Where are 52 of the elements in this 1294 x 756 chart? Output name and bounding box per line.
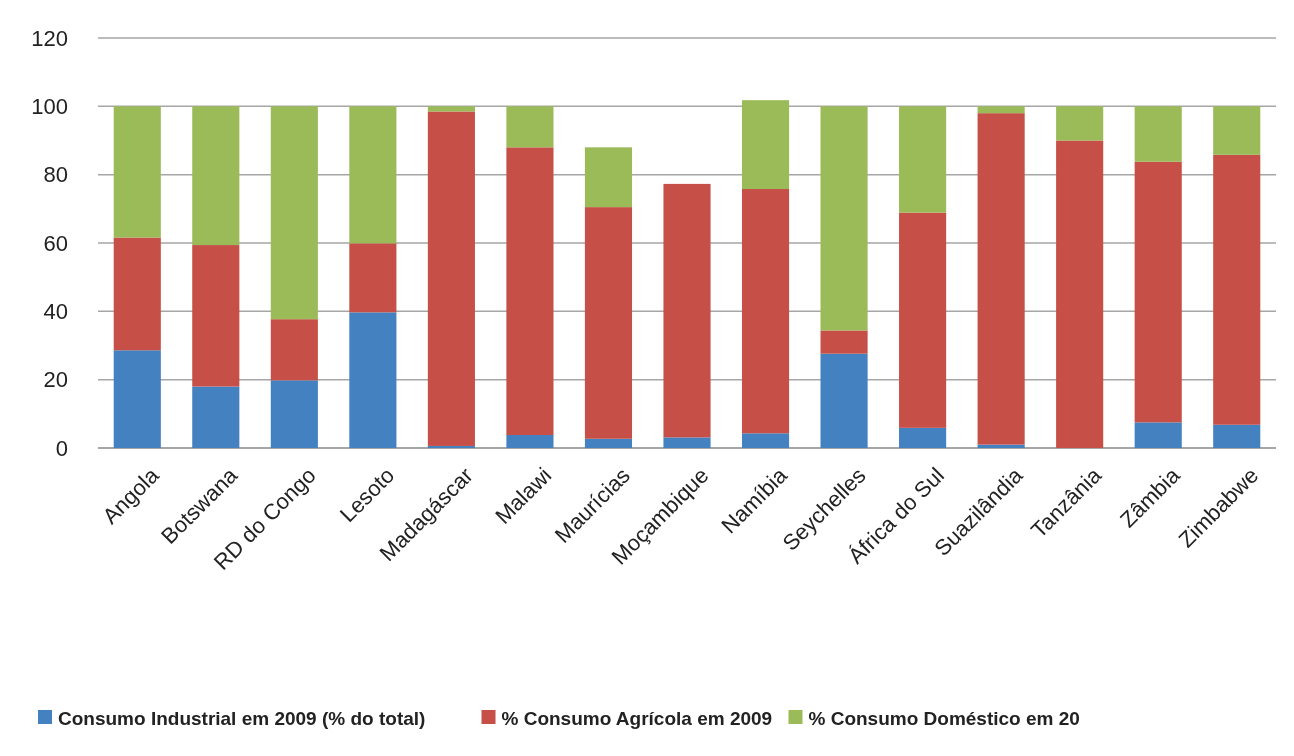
bar (113, 350, 161, 448)
bar (820, 106, 868, 331)
bar (1213, 424, 1261, 448)
bar (192, 245, 240, 387)
bar (977, 113, 1025, 445)
y-tick-label: 100 (31, 94, 68, 120)
bar (113, 237, 161, 351)
bar (1056, 140, 1104, 448)
bar (663, 183, 711, 438)
y-tick-label: 120 (31, 25, 68, 51)
bar (427, 111, 475, 446)
y-tick-label: 80 (43, 162, 68, 188)
bar (820, 330, 868, 354)
bar (584, 147, 633, 208)
bar (741, 100, 790, 190)
legend-label: % Consumo Doméstico em 20 (808, 707, 1080, 729)
bar (349, 312, 397, 448)
bar (741, 433, 790, 448)
bar (1134, 106, 1182, 162)
bar (349, 106, 397, 244)
bar (584, 207, 633, 439)
bar (1134, 422, 1182, 448)
bar (192, 106, 240, 246)
bar (663, 437, 711, 448)
bar (1213, 154, 1261, 425)
bar (1134, 161, 1182, 423)
bar (113, 106, 161, 238)
bar (427, 445, 475, 448)
bar (506, 435, 554, 448)
bar (1056, 106, 1104, 141)
bar (1213, 106, 1261, 155)
bar (584, 438, 633, 448)
bar (820, 353, 868, 448)
bar (427, 106, 475, 112)
bar (506, 147, 554, 436)
bar (741, 189, 790, 434)
bar (977, 106, 1025, 114)
bar (899, 212, 947, 428)
bar (899, 106, 947, 213)
bar (899, 427, 947, 448)
y-tick-label: 20 (43, 367, 68, 393)
y-tick-label: 60 (43, 230, 68, 256)
bar (270, 319, 318, 381)
bar (192, 386, 240, 448)
legend-label: Consumo Industrial em 2009 (% do total) (58, 707, 426, 729)
bar (506, 106, 554, 148)
y-tick-label: 40 (43, 299, 68, 325)
bar (349, 243, 397, 313)
legend-label: % Consumo Agrícola em 2009 (501, 707, 773, 729)
bar (270, 106, 318, 320)
bar (270, 380, 318, 448)
y-tick-label: 0 (55, 435, 68, 461)
